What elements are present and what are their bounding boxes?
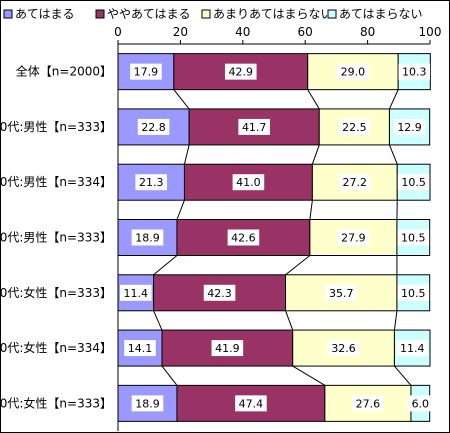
data-label: 47.4 — [239, 397, 264, 410]
data-label-background — [124, 340, 156, 357]
data-label-background — [398, 63, 431, 80]
series-connector-line — [388, 89, 399, 110]
data-label: 10.5 — [401, 176, 426, 189]
data-label-background — [137, 118, 170, 135]
series-connector-line — [394, 365, 412, 386]
x-tick-label: 20 — [173, 25, 188, 39]
legend-swatch — [327, 9, 337, 19]
x-tick-label: 100 — [419, 25, 442, 39]
data-label-background — [396, 340, 429, 357]
legend-label: ややあてはまる — [107, 7, 191, 21]
data-label: 42.6 — [231, 232, 256, 245]
data-label-background — [397, 229, 430, 246]
series-connector-line — [176, 200, 185, 220]
series-connector-line — [393, 310, 398, 331]
data-label-background — [227, 229, 260, 246]
data-label-background — [238, 118, 270, 135]
data-label: 27.9 — [341, 232, 366, 245]
x-tick-label: 60 — [298, 25, 313, 39]
series-connector-line — [153, 310, 163, 331]
data-label: 22.5 — [342, 121, 367, 134]
data-label: 41.9 — [215, 342, 240, 355]
data-label-background — [131, 395, 164, 412]
data-label: 18.9 — [135, 232, 160, 245]
data-label-background — [338, 118, 371, 135]
bar-segment — [117, 108, 190, 146]
data-label-background — [352, 395, 384, 412]
data-label-background — [325, 284, 358, 301]
data-label: 11.4 — [400, 342, 425, 355]
data-label: 21.3 — [139, 176, 164, 189]
data-label-background — [339, 174, 371, 191]
series-connector-line — [388, 144, 398, 165]
data-label-background — [232, 174, 265, 191]
data-label-background — [130, 63, 162, 80]
category-label: 50代:女性【n=333】 — [0, 395, 112, 410]
series-connector-line — [292, 365, 326, 386]
data-label-background — [131, 229, 164, 246]
data-label: 11.4 — [124, 287, 149, 300]
x-tick-label: 0 — [114, 25, 122, 39]
legend-swatch — [95, 9, 105, 19]
series-connector-line — [161, 365, 178, 386]
category-label: 30代:男性【n=333】 — [0, 120, 112, 134]
data-label: 32.6 — [331, 342, 356, 355]
series-connector-line — [285, 310, 294, 331]
series-connector-line — [311, 144, 320, 165]
series-connector-line — [285, 255, 311, 276]
data-label-background — [224, 63, 257, 80]
legend-label: あてはまる — [15, 7, 75, 21]
category-label: 40代:男性【n=334】 — [0, 175, 112, 189]
data-label-background — [337, 229, 370, 246]
data-label: 10.5 — [401, 232, 426, 245]
series-connector-line — [307, 89, 320, 110]
data-label: 41.0 — [236, 176, 261, 189]
series-connector-line — [183, 144, 190, 165]
series-connector-line — [173, 89, 190, 110]
data-label-background — [203, 284, 236, 301]
data-label-background — [337, 63, 369, 80]
data-label: 22.8 — [141, 121, 166, 134]
data-label-background — [327, 340, 360, 357]
data-label: 27.2 — [343, 176, 368, 189]
data-label: 29.0 — [341, 66, 366, 79]
data-label-background — [211, 340, 244, 357]
data-label-background — [393, 118, 426, 135]
series-connector-line — [153, 255, 178, 276]
category-label: 50代:男性【n=333】 — [0, 231, 112, 245]
data-label: 27.6 — [356, 397, 381, 410]
data-label-background — [119, 284, 152, 301]
data-label: 14.1 — [128, 342, 153, 355]
data-label-background — [135, 174, 168, 191]
data-label: 17.9 — [134, 66, 159, 79]
series-connector-line — [309, 200, 313, 220]
data-label-background — [235, 395, 267, 412]
legend-label: あてはまらない — [339, 7, 423, 21]
data-label: 42.9 — [229, 66, 254, 79]
data-label-background — [407, 395, 433, 412]
x-tick-label: 40 — [235, 25, 250, 39]
x-tick-label: 80 — [360, 25, 375, 39]
data-label: 41.7 — [242, 121, 267, 134]
bar-segment — [309, 219, 398, 256]
category-label: 30代:女性【n=333】 — [0, 285, 112, 300]
data-label: 10.5 — [401, 287, 426, 300]
data-label: 42.3 — [207, 287, 232, 300]
data-label: 12.9 — [397, 121, 422, 134]
category-label: 40代:女性【n=334】 — [0, 340, 112, 355]
data-label-background — [397, 284, 430, 301]
legend-swatch — [201, 9, 211, 19]
legend-label: あまりあてはまらない — [213, 7, 333, 21]
data-label: 6.0 — [412, 397, 430, 410]
data-label: 18.9 — [135, 397, 160, 410]
legend-swatch — [3, 9, 13, 19]
data-label: 35.7 — [329, 287, 354, 300]
data-label-background — [397, 174, 430, 191]
data-label: 10.3 — [402, 66, 427, 79]
category-label: 全体【n=2000】 — [16, 64, 112, 79]
